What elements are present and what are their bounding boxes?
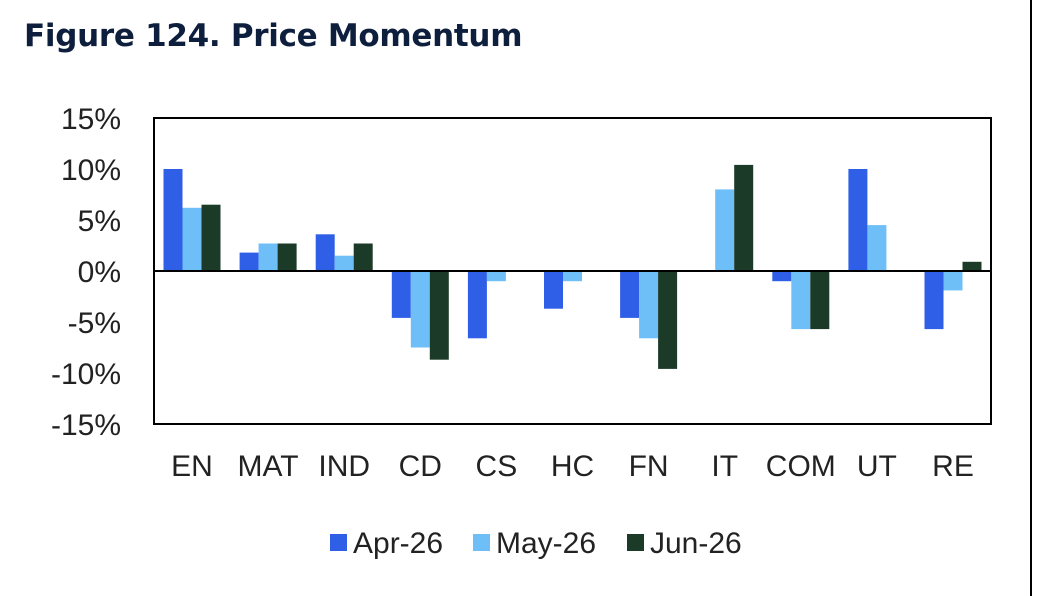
bars-group: [163, 164, 982, 369]
bar-ind-may-26: [334, 255, 354, 271]
legend-swatch: [627, 534, 644, 551]
bar-hc-may-26: [563, 271, 582, 282]
y-tick-label: -15%: [51, 409, 121, 442]
legend-label: Apr-26: [353, 527, 443, 560]
x-category-label: CS: [476, 450, 518, 483]
bar-cd-jun-26: [429, 271, 449, 360]
bar-hc-apr-26: [544, 271, 563, 309]
y-tick-label: -5%: [68, 307, 121, 340]
bar-ut-apr-26: [848, 169, 868, 271]
bar-ind-apr-26: [315, 234, 335, 271]
y-tick-label: -10%: [51, 358, 121, 391]
bar-fn-jun-26: [658, 271, 678, 369]
legend-label: May-26: [496, 527, 596, 560]
x-category-label: IND: [318, 450, 370, 483]
bar-cs-may-26: [486, 271, 506, 282]
x-category-label: FN: [629, 450, 669, 483]
bar-en-jun-26: [201, 204, 221, 271]
bar-re-jun-26: [962, 261, 982, 271]
x-category-label: RE: [932, 450, 974, 483]
x-category-label: HC: [551, 450, 594, 483]
bar-re-may-26: [943, 271, 963, 291]
y-axis-tick-labels: 15% 10% 5% 0% -5% -10% -15%: [51, 103, 121, 442]
x-category-label: EN: [171, 450, 213, 483]
x-axis-category-labels: EN MAT IND CD CS HC FN IT COM UT RE: [171, 450, 974, 483]
bar-re-apr-26: [924, 271, 944, 330]
page-border-rule: [1030, 0, 1032, 596]
bar-com-may-26: [791, 271, 811, 330]
bar-it-may-26: [715, 189, 735, 271]
bar-it-jun-26: [734, 164, 754, 271]
legend-label: Jun-26: [650, 527, 742, 560]
bar-com-apr-26: [772, 271, 792, 282]
x-category-label: CD: [399, 450, 442, 483]
y-tick-label: 10%: [61, 154, 121, 187]
bar-ind-jun-26: [353, 243, 373, 271]
bar-cs-apr-26: [467, 271, 487, 339]
bar-mat-apr-26: [239, 252, 259, 271]
bar-fn-apr-26: [620, 271, 640, 318]
bar-en-apr-26: [163, 169, 183, 271]
legend-item: Jun-26: [627, 527, 742, 560]
x-category-label: UT: [857, 450, 897, 483]
legend-swatch: [473, 534, 490, 551]
bar-en-may-26: [182, 207, 202, 271]
x-category-label: IT: [711, 450, 738, 483]
bar-com-jun-26: [810, 271, 830, 330]
bar-cd-may-26: [410, 271, 430, 348]
legend-item: Apr-26: [330, 527, 443, 560]
bar-mat-may-26: [258, 243, 278, 271]
legend: Apr-26 May-26 Jun-26: [330, 527, 742, 560]
y-tick-label: 0%: [78, 256, 121, 289]
figure-title: Figure 124. Price Momentum: [24, 18, 523, 54]
bar-mat-jun-26: [277, 243, 297, 271]
legend-item: May-26: [473, 527, 596, 560]
legend-swatch: [330, 534, 347, 551]
x-category-label: MAT: [238, 450, 299, 483]
bar-cd-apr-26: [391, 271, 411, 318]
y-tick-label: 5%: [78, 205, 121, 238]
bar-fn-may-26: [639, 271, 659, 339]
y-tick-label: 15%: [61, 103, 121, 136]
bar-ut-may-26: [867, 225, 887, 271]
x-category-label: COM: [766, 450, 836, 483]
